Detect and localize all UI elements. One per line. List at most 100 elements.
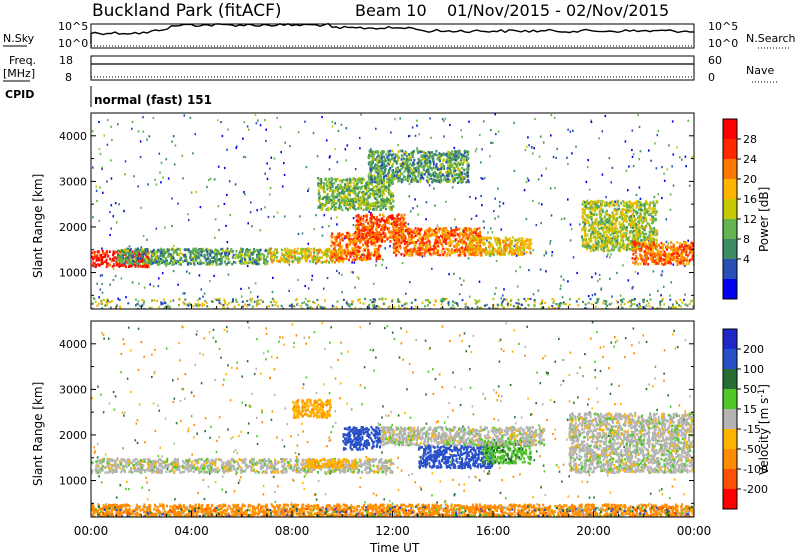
echo-cell — [301, 254, 304, 258]
noise-cell — [160, 181, 162, 184]
echo-cell — [298, 252, 301, 255]
echo-cell — [385, 207, 387, 211]
echo-cell — [395, 247, 398, 251]
echo-cell — [481, 238, 484, 241]
noise-cell — [460, 129, 462, 132]
noise-cell — [187, 213, 189, 216]
echo-cell — [475, 232, 478, 236]
echo-cell — [373, 247, 376, 251]
echo-cell — [378, 200, 380, 204]
echo-cell — [419, 164, 422, 168]
echo-cell — [428, 232, 431, 235]
echo-cell — [156, 251, 159, 255]
echo-cell — [305, 253, 308, 257]
echo-cell — [346, 181, 349, 184]
echo-cell — [494, 250, 497, 253]
echo-cell — [134, 260, 137, 264]
echo-cell — [347, 252, 350, 255]
echo-cell — [280, 248, 283, 252]
noise-cell — [373, 196, 376, 200]
echo-cell — [479, 252, 482, 256]
echo-cell — [288, 257, 291, 261]
echo-cell — [415, 169, 417, 172]
noise-cell — [182, 177, 184, 180]
echo-cell — [189, 254, 192, 258]
echo-cell — [457, 233, 459, 236]
noise-cell — [681, 158, 683, 161]
echo-cell — [241, 258, 244, 262]
noise-cell — [550, 214, 553, 217]
echo-cell — [318, 185, 321, 189]
echo-cell — [470, 232, 473, 236]
echo-cell — [92, 261, 95, 264]
echo-cell — [165, 261, 168, 264]
echo-cell — [318, 194, 321, 198]
echo-cell — [292, 251, 295, 254]
echo-cell — [389, 178, 392, 182]
echo-cell — [402, 162, 405, 165]
noise-cell — [631, 239, 634, 242]
noise-cell — [634, 270, 637, 273]
echo-cell — [108, 263, 111, 267]
echo-cell — [391, 181, 394, 184]
echo-cell — [450, 248, 453, 251]
echo-cell — [466, 167, 469, 171]
echo-cell — [516, 242, 519, 245]
echo-cell — [429, 227, 432, 231]
echo-cell — [316, 260, 319, 263]
echo-cell — [394, 229, 397, 233]
echo-cell — [382, 226, 385, 230]
echo-cell — [213, 256, 215, 259]
echo-cell — [459, 253, 462, 257]
noise-cell — [188, 272, 191, 275]
echo-cell — [522, 243, 525, 246]
echo-cell — [432, 248, 435, 251]
echo-cell — [582, 200, 585, 203]
echo-cell — [411, 241, 414, 244]
echo-cell — [335, 195, 338, 199]
noise-cell — [264, 206, 266, 209]
echo-cell — [424, 249, 427, 253]
echo-cell — [403, 246, 406, 250]
echo-cell — [364, 228, 367, 232]
echo-cell — [393, 223, 396, 226]
echo-cell — [628, 204, 631, 207]
echo-cell — [364, 193, 367, 196]
echo-cell — [331, 182, 334, 186]
echo-cell — [478, 227, 481, 230]
noise-cell — [337, 129, 340, 132]
echo-cell — [442, 229, 445, 233]
echo-cell — [453, 251, 456, 254]
noise-cell — [138, 282, 140, 285]
echo-cell — [451, 174, 454, 177]
noise-cell — [253, 300, 256, 303]
echo-cell — [384, 159, 387, 163]
echo-cell — [508, 237, 511, 240]
echo-cell — [472, 236, 475, 240]
echo-cell — [401, 230, 404, 234]
echo-cell — [438, 236, 440, 239]
echo-cell — [388, 168, 391, 172]
echo-cell — [377, 255, 380, 258]
echo-cell — [425, 243, 428, 247]
noise-cell — [655, 167, 658, 170]
echo-cell — [207, 257, 210, 261]
echo-cell — [655, 247, 658, 251]
echo-cell — [95, 259, 98, 262]
noise-cell — [326, 276, 329, 280]
noise-cell — [428, 184, 431, 187]
noise-cell — [226, 148, 228, 151]
echo-cell — [367, 248, 370, 252]
echo-cell — [434, 170, 436, 174]
noise-cell — [598, 137, 600, 140]
echo-cell — [458, 168, 461, 171]
echo-cell — [289, 250, 292, 254]
noise-cell — [494, 292, 496, 295]
echo-cell — [458, 235, 461, 239]
echo-cell — [381, 236, 384, 239]
noise-cell — [412, 207, 414, 210]
echo-cell — [137, 257, 140, 260]
echo-cell — [441, 231, 444, 234]
echo-cell — [162, 248, 165, 252]
echo-cell — [368, 219, 371, 223]
